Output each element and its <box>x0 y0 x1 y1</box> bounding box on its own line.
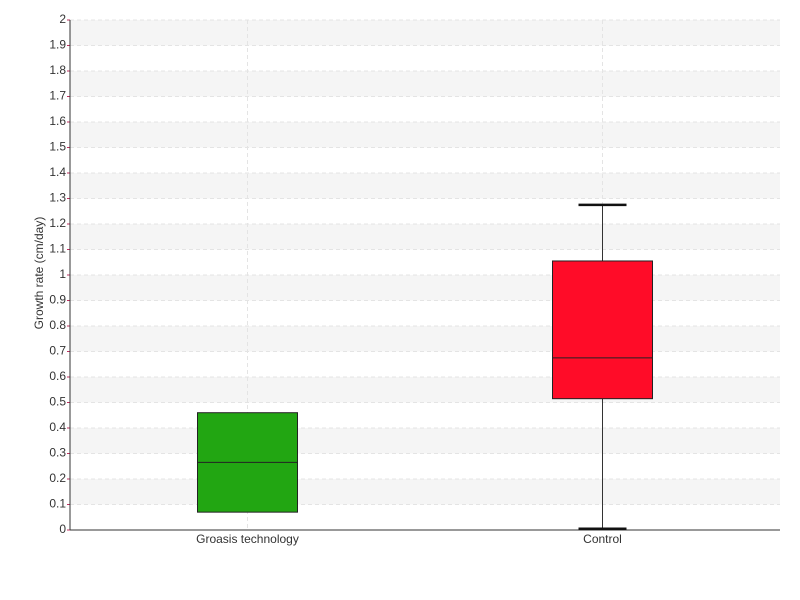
grid-band <box>70 173 780 199</box>
y-tick-label: 0.6 <box>49 369 66 383</box>
y-tick-label: 1.3 <box>49 191 66 205</box>
y-axis-label: Growth rate (cm/day) <box>32 217 46 330</box>
y-tick-label: 0.9 <box>49 293 66 307</box>
x-tick-label: Control <box>583 532 622 546</box>
grid-band <box>70 122 780 148</box>
y-tick-label: 2 <box>59 12 66 26</box>
y-tick-label: 0.5 <box>49 395 66 409</box>
y-tick-label: 0.7 <box>49 344 66 358</box>
y-tick-label: 1.6 <box>49 114 66 128</box>
y-tick-label: 0.8 <box>49 318 66 332</box>
grid-band <box>70 479 780 505</box>
grid-band <box>70 377 780 403</box>
y-tick-label: 0.2 <box>49 471 66 485</box>
y-tick-label: 1.5 <box>49 140 66 154</box>
y-tick-label: 0.1 <box>49 497 66 511</box>
y-tick-label: 1.1 <box>49 242 66 256</box>
grid-band <box>70 71 780 97</box>
y-tick-label: 1.9 <box>49 38 66 52</box>
grid-band <box>70 20 780 46</box>
y-tick-label: 1.8 <box>49 63 66 77</box>
box <box>552 260 653 400</box>
grid-band <box>70 428 780 454</box>
grid-band <box>70 275 780 301</box>
y-tick-label: 1.2 <box>49 216 66 230</box>
grid-band <box>70 326 780 352</box>
y-tick-label: 1.4 <box>49 165 66 179</box>
y-tick-label: 0.4 <box>49 420 66 434</box>
y-tick-label: 1 <box>59 267 66 281</box>
y-tick-label: 1.7 <box>49 89 66 103</box>
grid-band <box>70 224 780 250</box>
y-tick-label: 0 <box>59 522 66 536</box>
y-tick-label: 0.3 <box>49 446 66 460</box>
x-tick-label: Groasis technology <box>196 532 299 546</box>
